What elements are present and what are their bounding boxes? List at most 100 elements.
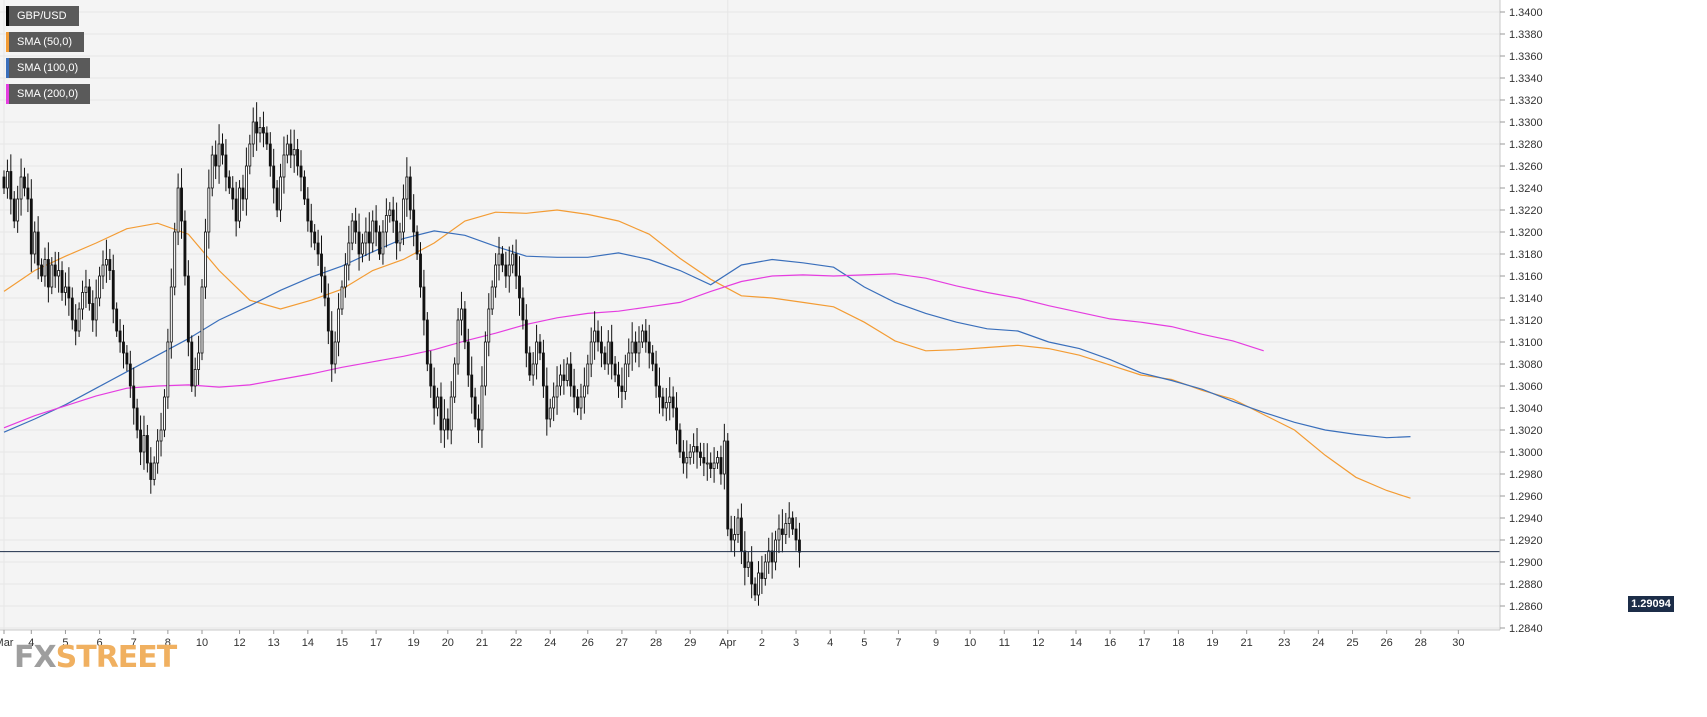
x-tick-label: 12 — [233, 637, 245, 649]
candle-body — [265, 132, 269, 145]
x-tick-label: 10 — [964, 637, 976, 649]
candle-body — [203, 231, 207, 288]
candle-body — [644, 330, 648, 343]
candle-body — [398, 231, 402, 244]
candle-body — [43, 259, 47, 277]
candle-body — [391, 209, 395, 222]
candle-body — [303, 176, 306, 200]
candle-body — [617, 374, 620, 387]
fxstreet-logo: FXSTREET — [14, 640, 177, 675]
candle-body — [388, 209, 392, 216]
x-tick-label: 18 — [1172, 637, 1184, 649]
candle-body — [306, 198, 310, 222]
candle-body — [702, 457, 706, 464]
candle-body — [81, 292, 84, 310]
candle-body — [634, 341, 638, 354]
candle-body — [582, 385, 586, 398]
legend-item-gbpusd[interactable]: GBP/USD — [6, 6, 90, 26]
candle-body — [743, 550, 747, 568]
x-tick-label: 25 — [1346, 637, 1358, 649]
candle-body — [569, 363, 573, 387]
x-tick-label: 8 — [165, 637, 171, 649]
candle-body — [340, 286, 344, 310]
candle-body — [763, 561, 767, 579]
candle-body — [186, 275, 190, 343]
candle-body — [5, 171, 9, 189]
candle-body — [412, 209, 416, 233]
candle-body — [275, 187, 279, 211]
x-tick-label: 23 — [1278, 637, 1290, 649]
legend-label: GBP/USD — [9, 6, 79, 26]
y-tick-label: 1.2920 — [1509, 535, 1543, 547]
candle-body — [654, 363, 658, 387]
x-tick-label: 21 — [1241, 637, 1253, 649]
candle-body — [620, 385, 624, 392]
y-tick-label: 1.3340 — [1509, 73, 1543, 85]
candle-body — [333, 341, 337, 365]
legend-swatch — [6, 32, 9, 52]
candle-body — [695, 446, 699, 453]
candle-body — [658, 385, 661, 398]
candle-body — [19, 176, 23, 200]
candle-body — [402, 198, 405, 233]
y-tick-label: 1.3300 — [1509, 117, 1543, 129]
candle-body — [296, 149, 300, 167]
candle-body — [699, 451, 702, 458]
candle-body — [268, 143, 272, 167]
x-tick-label: 20 — [442, 637, 454, 649]
x-tick-label: 7 — [131, 637, 137, 649]
x-tick-label: 4 — [28, 637, 34, 649]
candle-body — [777, 528, 781, 541]
grid-lines — [0, 0, 1500, 630]
candle-body — [145, 435, 149, 464]
candle-body — [589, 341, 593, 365]
legend-item-sma200[interactable]: SMA (200,0) — [6, 84, 91, 104]
candle-body — [705, 462, 709, 465]
candle-body — [210, 154, 214, 189]
candle-body — [562, 374, 566, 381]
candle-body — [272, 165, 276, 189]
x-tick-label: 16 — [1104, 637, 1116, 649]
candle-body — [40, 264, 43, 277]
candle-body — [767, 550, 771, 563]
candle-body — [67, 286, 71, 299]
candle-body — [446, 418, 450, 431]
y-tick-label: 1.2840 — [1509, 623, 1543, 635]
candle-body — [289, 143, 293, 156]
candle-body — [480, 385, 484, 431]
legend-item-sma50[interactable]: SMA (50,0) — [6, 32, 90, 52]
candle-body — [323, 275, 327, 299]
candle-body — [606, 341, 610, 365]
candle-body — [586, 363, 590, 387]
candle-body — [9, 171, 13, 200]
candle-body — [70, 297, 74, 321]
candle-body — [555, 385, 559, 398]
x-tick-label: 5 — [62, 637, 68, 649]
candle-body — [46, 259, 50, 288]
x-tick-label: 10 — [196, 637, 208, 649]
candle-body — [524, 319, 528, 354]
candle-body — [26, 187, 30, 200]
candle-body — [794, 528, 798, 541]
candle-body — [647, 341, 651, 354]
candle-body — [613, 363, 617, 376]
candle-body — [84, 286, 88, 293]
x-tick-label: 12 — [1032, 637, 1044, 649]
candle-body — [719, 457, 723, 475]
candle-body — [285, 143, 289, 156]
candle-body — [770, 550, 774, 563]
candle-body — [722, 440, 726, 475]
x-tick-label: 19 — [408, 637, 420, 649]
y-tick-label: 1.3040 — [1509, 403, 1543, 415]
y-tick-label: 1.3080 — [1509, 359, 1543, 371]
candle-body — [350, 220, 354, 244]
x-tick-label: 3 — [793, 637, 799, 649]
candle-body — [234, 198, 238, 222]
candle-body — [374, 220, 378, 233]
candle-body — [16, 198, 20, 222]
candle-body — [627, 352, 631, 365]
legend-item-sma100[interactable]: SMA (100,0) — [6, 58, 91, 78]
candle-body — [774, 539, 777, 563]
